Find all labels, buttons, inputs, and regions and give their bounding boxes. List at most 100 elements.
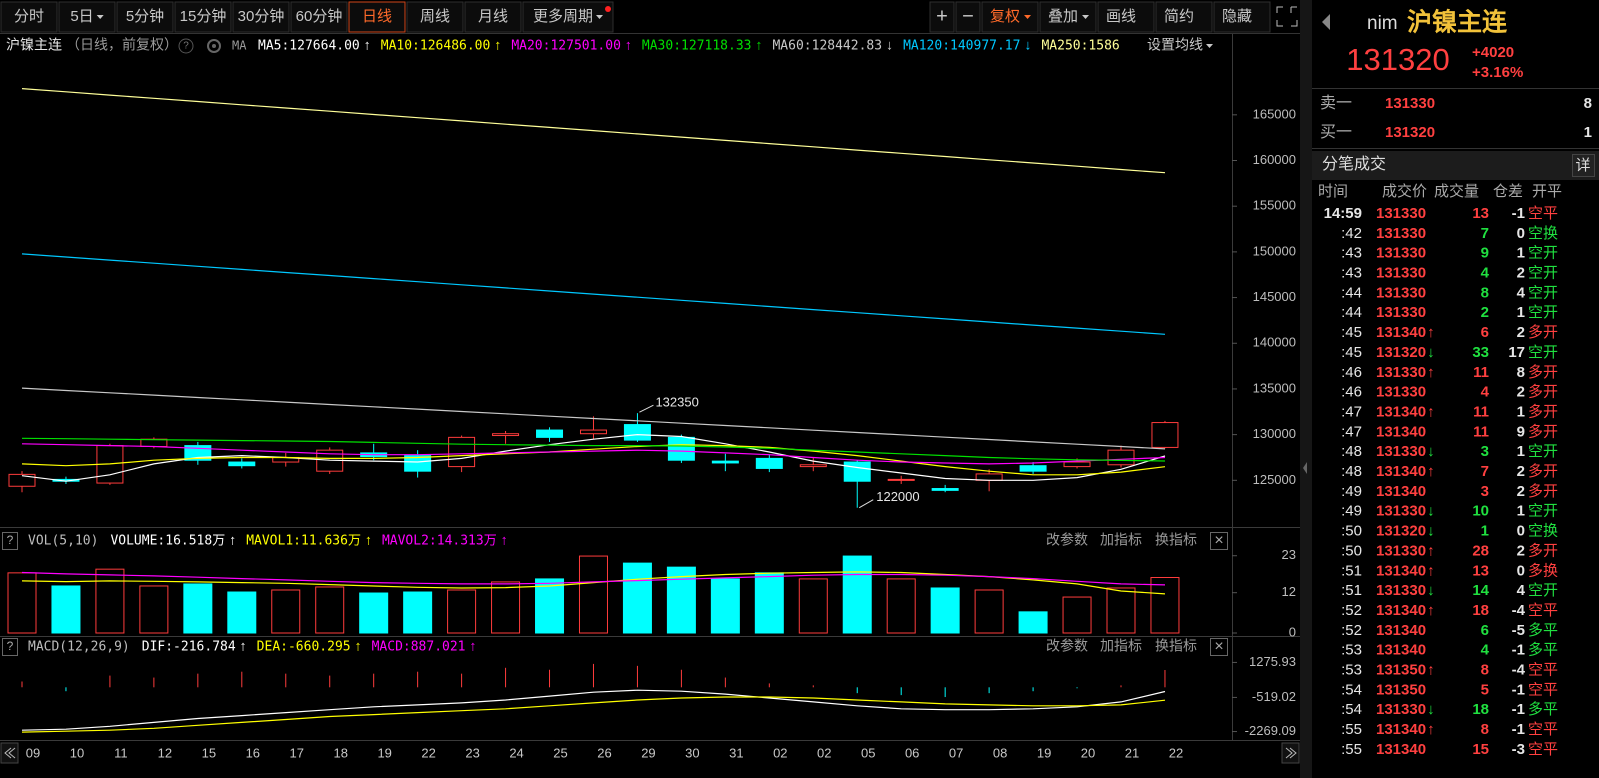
- x-tick-label: 16: [246, 745, 260, 760]
- legend-entry: MA5:127664.00: [258, 39, 360, 54]
- trade-oi-change: 2: [1517, 384, 1525, 401]
- period-button[interactable]: [406, 1, 464, 33]
- fullscreen-icon[interactable]: [1276, 6, 1298, 27]
- panel-button[interactable]: 换指标: [1155, 638, 1197, 654]
- close-button[interactable]: [1210, 532, 1228, 550]
- trade-oi-change: 2: [1517, 483, 1525, 500]
- y-tick-label: 150000: [1253, 243, 1296, 258]
- volume-bar: [359, 592, 389, 634]
- period-button[interactable]: [174, 1, 232, 33]
- trade-oi-change: 2: [1517, 265, 1525, 282]
- trade-type: 多开: [1528, 463, 1558, 480]
- close-button[interactable]: [1210, 638, 1228, 656]
- y-tick-label: 0: [1289, 624, 1296, 639]
- quote-price: 131320: [1346, 42, 1449, 77]
- action-button[interactable]: [1213, 1, 1271, 33]
- volume-bar: [710, 578, 740, 634]
- legend-entry: MA60:128442.83: [772, 39, 882, 54]
- trade-arrow: ↓: [1427, 523, 1435, 540]
- trade-oi-change: 1: [1517, 245, 1525, 262]
- trade-time: :55: [1341, 741, 1362, 758]
- y-tick-label: -519.02: [1252, 689, 1296, 704]
- trade-oi-change: 1: [1517, 403, 1525, 420]
- trade-oi-change: -4: [1512, 662, 1526, 679]
- panel-button[interactable]: 加指标: [1100, 638, 1142, 654]
- action-button[interactable]: [955, 1, 981, 33]
- panel-button[interactable]: 换指标: [1155, 532, 1197, 548]
- trade-time: :49: [1341, 503, 1362, 520]
- trade-arrow: ↑: [1427, 602, 1435, 619]
- x-tick-label: 20: [1081, 745, 1095, 760]
- candle-body: [404, 455, 432, 472]
- trade-type: 多开: [1528, 403, 1558, 420]
- trade-time: :44: [1341, 304, 1362, 321]
- annotation-arrow: [639, 404, 654, 413]
- action-button[interactable]: [929, 1, 955, 33]
- y-tick-label: 12: [1282, 584, 1296, 599]
- splitter[interactable]: [1300, 0, 1312, 778]
- action-label: −: [962, 5, 974, 27]
- help-label: ?: [7, 639, 14, 653]
- panel-button[interactable]: 改参数: [1046, 638, 1088, 654]
- trade-arrow: ↑: [1427, 662, 1435, 679]
- trade-price: 131340: [1376, 622, 1426, 639]
- legend-entry: MA30:127118.33: [642, 39, 752, 54]
- volume-bar: [578, 555, 608, 634]
- volume-bar: [1150, 577, 1180, 634]
- action-button[interactable]: [1097, 1, 1155, 33]
- scroll-left[interactable]: [0, 742, 19, 764]
- period-button[interactable]: [0, 1, 58, 33]
- period-button[interactable]: [58, 1, 116, 33]
- trade-volume: 8: [1481, 662, 1489, 679]
- settings-icon[interactable]: [207, 39, 221, 53]
- trade-type: 空换: [1528, 225, 1558, 242]
- trade-type: 空开: [1528, 582, 1558, 599]
- trade-arrow: ↑: [1427, 721, 1435, 738]
- action-button[interactable]: [1155, 1, 1213, 33]
- trade-volume: 14: [1472, 582, 1489, 599]
- detail-button[interactable]: [1572, 154, 1595, 177]
- scroll-right[interactable]: [1281, 742, 1300, 764]
- help-label: ?: [183, 41, 189, 52]
- help-label: ?: [7, 533, 14, 547]
- x-tick-label: 11: [114, 745, 128, 760]
- legend-entry: MA20:127501.00: [511, 39, 621, 54]
- trade-volume: 3: [1481, 443, 1489, 460]
- period-label: 日线: [362, 8, 392, 25]
- trade-type: 空开: [1528, 344, 1558, 361]
- trade-type: 空开: [1528, 503, 1558, 520]
- volume-bar: [1062, 596, 1092, 634]
- candle-body: [931, 488, 959, 491]
- period-button[interactable]: [116, 1, 174, 33]
- trade-volume: 7: [1481, 225, 1489, 242]
- help-icon[interactable]: [178, 38, 194, 54]
- candle-body: [623, 424, 651, 441]
- trade-price: 131340: [1376, 602, 1426, 619]
- trade-price: 131340: [1376, 721, 1426, 738]
- panel-button[interactable]: 加指标: [1100, 532, 1142, 548]
- trade-type: 空开: [1528, 265, 1558, 282]
- trade-type: 空开: [1528, 443, 1558, 460]
- help-icon[interactable]: [2, 532, 18, 550]
- splitter-handle[interactable]: [1303, 462, 1307, 474]
- dropdown-icon: [596, 15, 604, 19]
- legend-arrow: ↑: [755, 37, 762, 53]
- panel-button[interactable]: 改参数: [1046, 532, 1088, 548]
- back-icon[interactable]: [1322, 14, 1330, 30]
- period-button[interactable]: [464, 1, 522, 33]
- help-icon[interactable]: [2, 638, 18, 656]
- trade-time: :48: [1341, 443, 1362, 460]
- y-tick-label: 160000: [1253, 152, 1296, 167]
- line-series: [21, 253, 1166, 335]
- period-button[interactable]: [290, 1, 348, 33]
- quote-name: 沪镍主连: [1407, 9, 1508, 37]
- x-tick-label: 24: [509, 745, 523, 760]
- trade-volume: 9: [1481, 245, 1489, 262]
- trade-time: :47: [1341, 403, 1362, 420]
- period-label: 30分钟: [238, 8, 285, 25]
- candle-body: [492, 433, 520, 437]
- volume-bar: [271, 589, 301, 634]
- trade-time: :45: [1341, 324, 1362, 341]
- period-button[interactable]: [348, 1, 406, 33]
- period-button[interactable]: [232, 1, 290, 33]
